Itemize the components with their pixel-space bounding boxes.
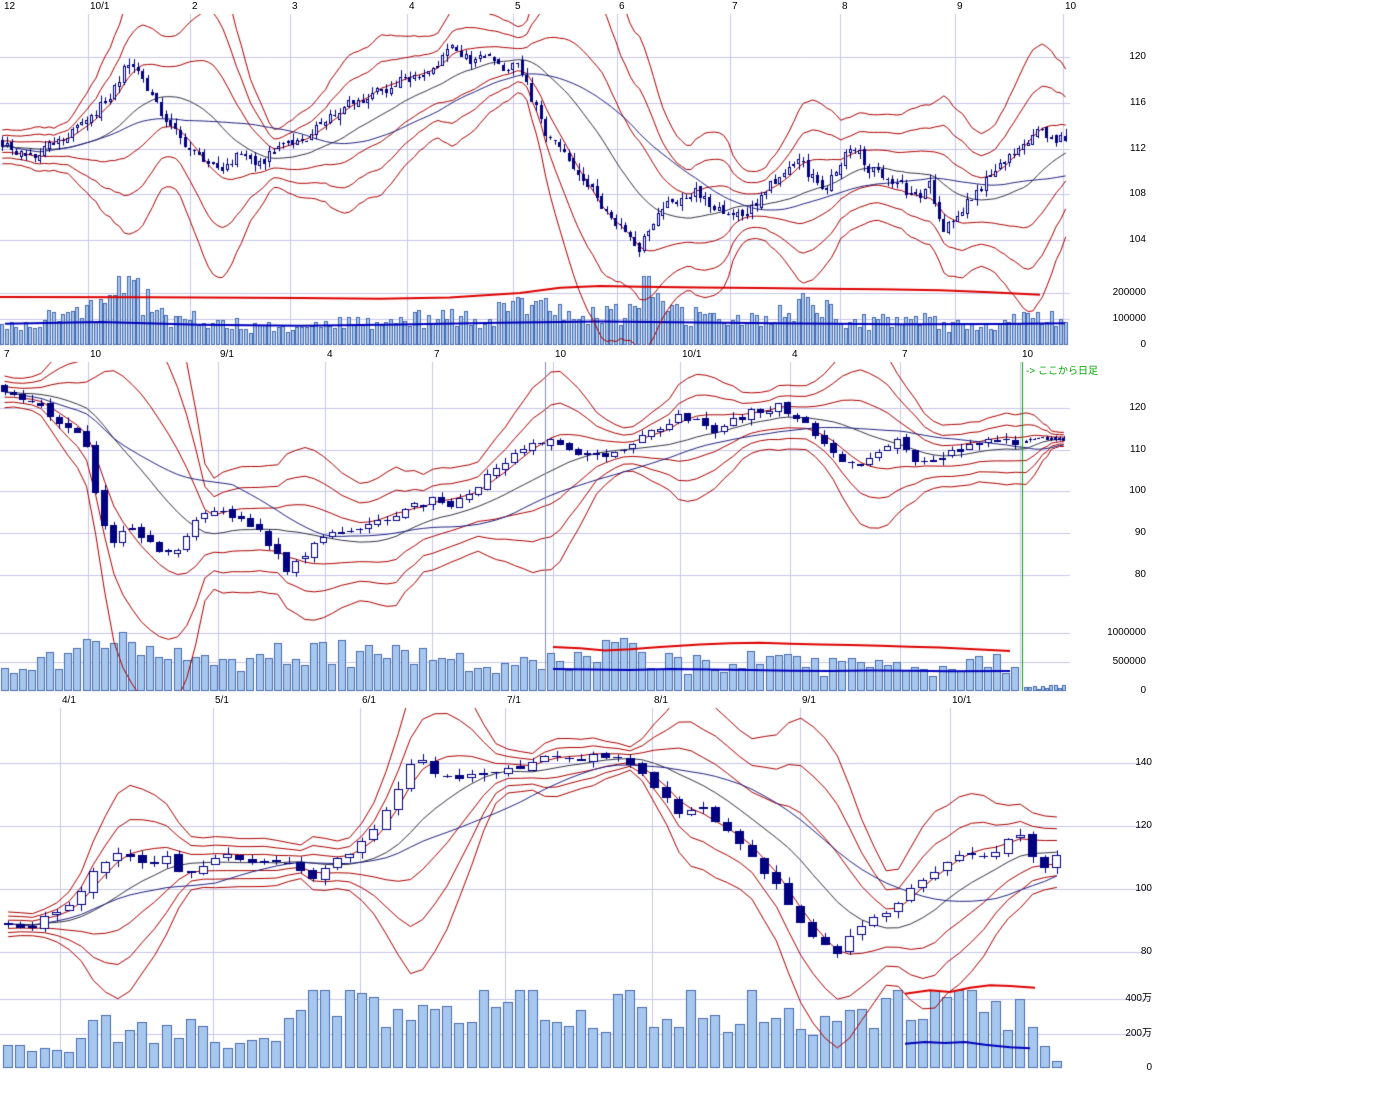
price-axis-label: 110 [1130,444,1146,455]
price-axis-label: 116 [1130,97,1146,108]
x-axis-label: 5/1 [215,695,229,706]
volume-axis-label: 200万 [1125,1028,1152,1039]
x-axis-label: 7 [902,349,908,360]
volume-axis-label: 1000000 [1107,627,1146,638]
x-axis-label: 4 [327,349,333,360]
x-axis-label: 4/1 [62,695,76,706]
x-axis-label: 4 [792,349,798,360]
price-axis-label: 108 [1129,188,1146,199]
x-axis-label: 7 [732,1,738,12]
x-axis-label: 7 [4,349,10,360]
x-axis-label: 7 [434,349,440,360]
x-axis-label: 10/1 [952,695,972,706]
x-axis-label: 10 [1065,1,1077,12]
price-axis-label: 120 [1135,820,1152,831]
x-axis-label: 2 [192,1,198,12]
price-axis-label: 112 [1130,143,1146,154]
x-axis-label: 6 [619,1,625,12]
x-axis-label: 5 [515,1,521,12]
x-axis-label: 10 [90,349,102,360]
daily-start-annotation: -> ここから日足 [1026,366,1098,377]
volume-axis-label: 200000 [1112,287,1146,298]
x-axis-label: 10/1 [682,349,702,360]
volume-axis-label: 500000 [1112,656,1146,667]
x-axis-label: 8 [842,1,848,12]
price-axis-label: 120 [1129,402,1146,413]
x-axis-label: 3 [292,1,298,12]
price-axis-label: 90 [1134,527,1146,538]
x-axis-label: 9 [957,1,963,12]
price-axis-label: 80 [1134,569,1146,580]
x-axis-label: 10 [555,349,567,360]
price-axis-label: 100 [1129,485,1146,496]
volume-axis-label: 0 [1146,1062,1152,1073]
price-axis-label: 140 [1135,757,1152,768]
volume-axis-label: 100000 [1112,313,1146,324]
x-axis-label: 6/1 [362,695,376,706]
volume-axis-label: 400万 [1125,993,1152,1004]
x-axis-label: 8/1 [654,695,668,706]
price-axis-label: 104 [1129,234,1146,245]
x-axis-label: 9/1 [220,349,234,360]
volume-axis-label: 0 [1140,339,1146,350]
x-axis-label: 7/1 [507,695,521,706]
x-axis-label: 12 [4,1,16,12]
price-axis-label: 100 [1135,883,1152,894]
x-axis-label: 10 [1022,349,1034,360]
x-axis-label: 9/1 [802,695,816,706]
x-axis-label: 4 [409,1,415,12]
price-axis-label: 120 [1129,51,1146,62]
volume-axis-label: 0 [1140,685,1146,696]
x-axis-label: 10/1 [90,1,110,12]
price-axis-label: 80 [1140,946,1152,957]
